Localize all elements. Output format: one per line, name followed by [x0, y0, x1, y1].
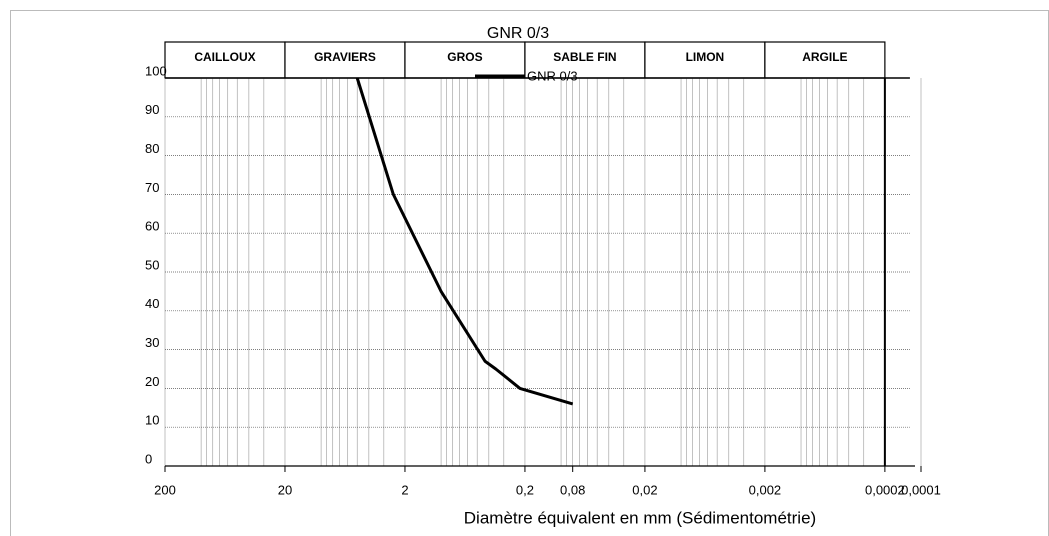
y-tick-label: 100	[145, 63, 167, 78]
x-tick-label: 200	[154, 482, 176, 497]
x-axis-label: Diamètre équivalent en mm (Sédimentométr…	[464, 508, 816, 527]
y-tick-label: 50	[145, 257, 159, 272]
zone-label: SABLE FIN	[553, 50, 616, 64]
x-tick-label: 0,02	[632, 482, 657, 497]
y-tick-label: 20	[145, 374, 159, 389]
y-tick-label: 30	[145, 335, 159, 350]
zone-label: CAILLOUX	[194, 50, 255, 64]
y-tick-label: 70	[145, 180, 159, 195]
y-tick-label: 0	[145, 451, 152, 466]
zone-label: GRAVIERS	[314, 50, 376, 64]
zone-box	[284, 41, 406, 79]
legend-label: GNR 0/3	[527, 68, 578, 83]
x-tick-label: 0,08	[560, 482, 585, 497]
y-tick-label: 80	[145, 141, 159, 156]
data-line	[355, 77, 574, 406]
zone-label: ARGILE	[802, 50, 847, 64]
x-tick-label: 0,0002	[865, 482, 905, 497]
y-tick-label: 90	[145, 102, 159, 117]
x-tick-label: 0,0001	[901, 482, 941, 497]
x-tick-label: 0,002	[749, 482, 782, 497]
y-tick-label: 40	[145, 296, 159, 311]
frame	[10, 10, 1049, 536]
zone-label: GROS	[447, 50, 482, 64]
zone-box	[764, 41, 886, 79]
zone-label: LIMON	[686, 50, 725, 64]
zone-box	[164, 41, 286, 79]
chart-title: GNR 0/3	[487, 25, 549, 42]
x-tick-label: 2	[401, 482, 408, 497]
y-tick-label: 10	[145, 413, 159, 428]
y-tick-label: 60	[145, 219, 159, 234]
x-tick-label: 20	[278, 482, 292, 497]
x-tick-label: 0,2	[516, 482, 534, 497]
zone-box	[404, 41, 526, 79]
